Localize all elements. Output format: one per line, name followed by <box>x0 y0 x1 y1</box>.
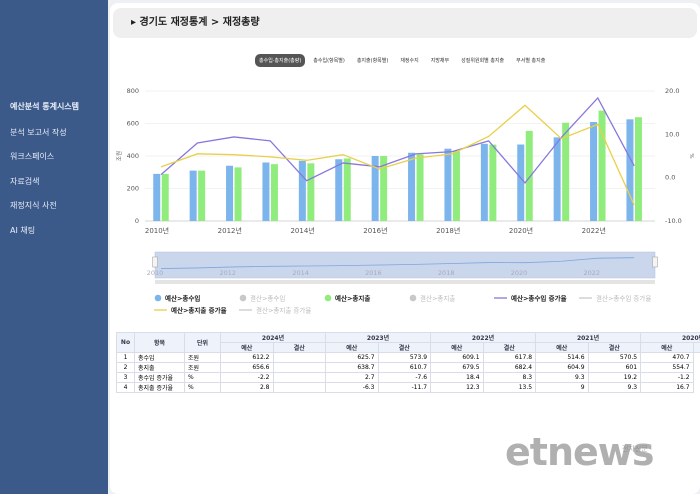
table-cell: 570.5 <box>587 352 642 363</box>
tab[interactable]: 지방채무 <box>430 58 450 64</box>
table-cell: 2.7 <box>325 372 379 383</box>
table-cell: 617.8 <box>482 352 537 363</box>
table-cell: 612.2 <box>220 352 274 363</box>
table-row: 2 총지출 조원 656.6 638.7 610.7 679.5 682.4 604.9 601 5… <box>116 362 700 373</box>
table-cell: 9.3 <box>535 372 589 383</box>
table-cell: 573.9 <box>377 352 432 363</box>
table-cell: 625.7 <box>325 352 379 363</box>
tabs: 총수입·총지출(총량) 총수입(항목별) 총지출(항목별) 재정수지 지방채무 성질위원회… <box>255 54 549 67</box>
tab[interactable]: 부서별 총지출 <box>516 58 546 64</box>
table-cell <box>272 352 327 363</box>
table-cell: 18.4 <box>430 372 484 383</box>
table-cell: 3 <box>116 372 135 383</box>
table-cell <box>272 372 327 383</box>
table-cell: % <box>184 382 221 393</box>
table-wrap: No항목단위2024년2023년2022년2021년2020년예산결산예산결산예… <box>116 332 700 414</box>
tab[interactable]: 재정수지 <box>400 58 419 64</box>
table-cell: 총지출 증가율 <box>134 382 185 393</box>
content-card <box>110 3 700 494</box>
sub-header: 예산 <box>535 342 589 353</box>
header-title: 경기도 재정통계 > 재정총량 <box>139 17 260 28</box>
table-cell: 609.1 <box>430 352 484 363</box>
sidebar-item[interactable]: 자료검색 <box>10 176 40 186</box>
table-cell: 2 <box>116 362 135 373</box>
year-header: 2022년 <box>430 332 537 343</box>
sidebar-item[interactable]: 예산분석 통계시스템 <box>10 102 80 111</box>
sub-header: 결산 <box>692 342 700 353</box>
sidebar-item[interactable]: 분석 보고서 작성 <box>10 127 67 137</box>
table-cell: 16.7 <box>640 382 694 393</box>
header-row: No항목단위2024년2023년2022년2021년2020년 <box>116 332 700 353</box>
tab[interactable]: 총수입(항목별) <box>313 58 345 64</box>
sub-header: 예산 <box>640 342 694 353</box>
table: No항목단위2024년2023년2022년2021년2020년예산결산예산결산예… <box>116 332 700 393</box>
table-cell: 9 <box>535 382 589 393</box>
table-cell: 13.5 <box>482 382 537 393</box>
column-header: 단위 <box>184 332 221 353</box>
sub-header: 결산 <box>272 342 327 353</box>
table-cell: 4 <box>116 382 135 393</box>
sidebar-item[interactable]: 재정지식 사전 <box>10 201 57 210</box>
table-cell: 554.7 <box>640 362 694 373</box>
header: ▸ 경기도 재정통계 > 재정총량 <box>113 8 697 38</box>
table-cell: 12.3 <box>430 382 484 393</box>
table-row: 4 총지출 증가율% 2.8 -6.3 -11.7 12.3 13.5 9 9.3 16.7 <box>116 382 700 393</box>
table-cell: 9.3 <box>587 382 642 393</box>
table-cell: -1.2 <box>640 372 694 383</box>
table-cell: 682.4 <box>482 362 537 373</box>
table-cell: -7.6 <box>377 372 432 383</box>
year-header: 2021년 <box>535 332 642 343</box>
tab[interactable]: 성질위원회별 총지출 <box>461 58 505 64</box>
column-header: 항목 <box>134 332 185 353</box>
table-cell: -6.3 <box>325 382 379 393</box>
table-row: 3 총수입 증가율% -2.2 2.7 -7.6 18.4 8.3 9.3 19.2 -1.2 <box>116 372 700 383</box>
table-cell: -2.2 <box>220 372 274 383</box>
column-header: No <box>116 332 135 353</box>
table-cell: 총지출 <box>134 362 185 373</box>
sub-header: 예산 <box>430 342 484 353</box>
table-cell: 638.7 <box>325 362 379 373</box>
table-cell <box>272 382 327 393</box>
table-cell: -11.7 <box>377 382 432 393</box>
watermark-sub: 전자신문 <box>622 445 648 453</box>
tab[interactable]: 총수입·총지출(총량) <box>255 54 306 67</box>
watermark: etnews <box>505 430 654 474</box>
table-cell <box>272 362 327 373</box>
table-cell: 8.3 <box>482 372 537 383</box>
table-cell: 조원 <box>184 352 221 363</box>
table-row: 1 총수입 조원 612.2 625.7 573.9 609.1 617.8 514.6 570.… <box>116 352 700 363</box>
table-cell: 조원 <box>184 362 221 373</box>
table-cell: 19.2 <box>587 372 642 383</box>
sub-header: 결산 <box>482 342 537 353</box>
table-cell: 총수입 증가율 <box>134 372 185 383</box>
year-header: 2023년 <box>325 332 432 343</box>
table-cell: % <box>184 372 221 383</box>
header-row: 예산결산예산결산예산결산예산결산예산결산 <box>117 342 700 353</box>
table-cell: 514.6 <box>535 352 589 363</box>
sidebar-item[interactable]: AI 채팅 <box>10 225 36 235</box>
table-cell: 679.5 <box>430 362 484 373</box>
table-cell: 610.7 <box>377 362 432 373</box>
sidebar-item[interactable]: 워크스페이스 <box>10 152 55 161</box>
table-cell: 470.7 <box>640 352 694 363</box>
table-cell: 1 <box>116 352 135 363</box>
table-cell: 총수입 <box>134 352 185 363</box>
sub-header: 예산 <box>220 342 274 353</box>
table-cell: 604.9 <box>535 362 589 373</box>
sub-header: 결산 <box>377 342 432 353</box>
sub-header: 예산 <box>325 342 379 353</box>
table-cell: 656.6 <box>220 362 274 373</box>
sub-header: 결산 <box>587 342 642 353</box>
year-header: 2024년 <box>219 332 327 343</box>
tab[interactable]: 총지출(항목별) <box>356 58 389 64</box>
year-header: 2020년 <box>640 332 700 343</box>
table-cell: 601 <box>587 362 642 373</box>
table-cell: 2.8 <box>220 382 274 393</box>
